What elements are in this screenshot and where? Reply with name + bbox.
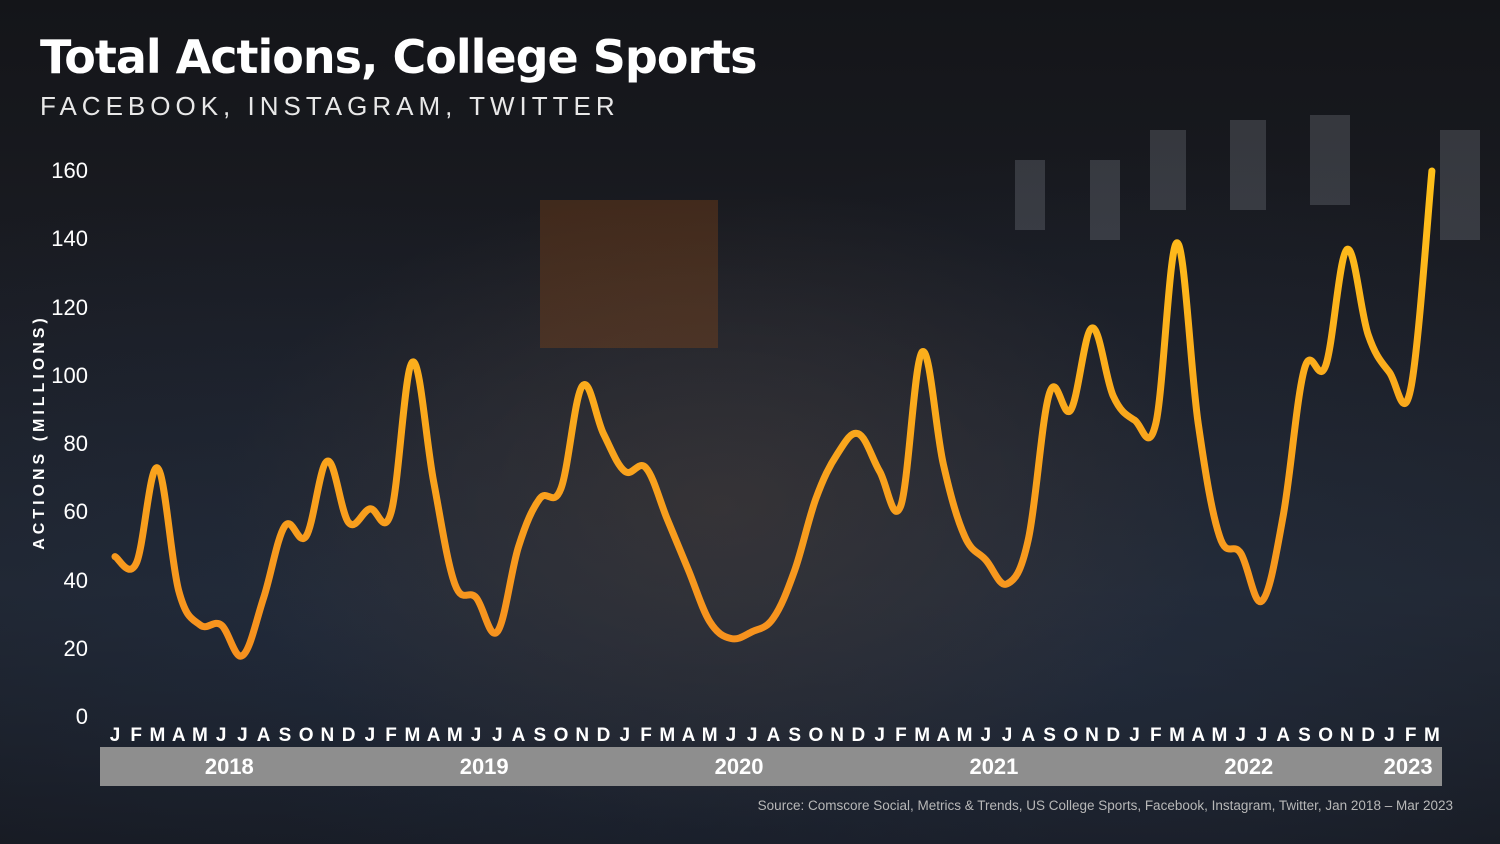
x-tick-label: O xyxy=(553,725,569,746)
x-tick-label: M xyxy=(701,725,718,746)
x-tick-label: D xyxy=(341,725,356,746)
x-tick-label: J xyxy=(725,725,737,746)
x-tick-label: A xyxy=(1021,725,1036,746)
x-tick-label: A xyxy=(256,725,271,746)
x-tick-label: J xyxy=(1129,725,1140,746)
x-tick-label: D xyxy=(851,725,866,746)
x-tick-label: A xyxy=(171,725,186,746)
x-tick-label: M xyxy=(404,725,421,746)
x-tick-label: D xyxy=(1361,725,1376,746)
y-tick-label: 140 xyxy=(51,226,88,252)
year-label: 2020 xyxy=(609,747,869,786)
x-tick-label: M xyxy=(1423,725,1440,746)
x-tick-label: A xyxy=(1191,725,1206,746)
x-tick-label: N xyxy=(830,725,845,746)
y-tick-label: 20 xyxy=(63,635,88,661)
series-line xyxy=(111,167,1436,660)
x-tick-label: J xyxy=(492,725,503,746)
x-tick-label: M xyxy=(659,725,676,746)
x-tick-label: J xyxy=(980,725,992,746)
x-tick-label: D xyxy=(1106,725,1121,746)
x-tick-label: J xyxy=(237,725,248,746)
x-tick-label: J xyxy=(470,725,482,746)
x-tick-label: O xyxy=(1063,725,1079,746)
y-tick-label: 0 xyxy=(75,704,88,729)
y-tick-label: 60 xyxy=(63,499,88,525)
x-tick-label: S xyxy=(1298,725,1311,746)
x-tick-label: A xyxy=(766,725,781,746)
x-tick-label: S xyxy=(278,725,292,746)
y-tick-label: 80 xyxy=(63,431,88,456)
x-tick-label: J xyxy=(1384,725,1395,746)
x-tick-label: J xyxy=(746,725,758,746)
x-tick-label: M xyxy=(956,725,973,746)
background-banner xyxy=(1440,130,1480,240)
x-tick-label: A xyxy=(1276,725,1291,746)
year-label: 2018 xyxy=(100,747,359,786)
year-label: 2022 xyxy=(1119,747,1379,786)
x-tick-label: O xyxy=(808,725,824,746)
x-tick-label: A xyxy=(936,725,951,746)
y-tick-label: 120 xyxy=(51,294,88,320)
background-banner xyxy=(1310,115,1350,205)
x-tick-label: M xyxy=(914,725,931,746)
background-banner xyxy=(1015,160,1045,230)
x-tick-label: J xyxy=(1235,725,1247,746)
x-tick-label: J xyxy=(619,725,631,746)
background-banner xyxy=(1150,130,1186,210)
x-tick-label: J xyxy=(1001,725,1013,746)
x-tick-label: M xyxy=(149,725,166,746)
y-tick-label: 100 xyxy=(51,362,88,388)
x-tick-label: A xyxy=(511,725,526,746)
year-label: 2021 xyxy=(864,747,1124,786)
x-tick-label: F xyxy=(1404,725,1417,746)
x-tick-label: J xyxy=(1256,725,1268,746)
x-tick-label: J xyxy=(215,725,227,746)
x-tick-label: S xyxy=(1043,725,1056,746)
x-tick-label: S xyxy=(788,725,802,746)
background-banner xyxy=(1230,120,1266,210)
y-tick-label: 160 xyxy=(51,158,88,183)
chart-subtitle: FACEBOOK, INSTAGRAM, TWITTER xyxy=(40,91,620,121)
year-label: 2019 xyxy=(354,747,614,786)
x-tick-label: A xyxy=(681,725,696,746)
x-tick-label: N xyxy=(320,725,335,746)
source-note: Source: Comscore Social, Metrics & Trend… xyxy=(757,798,1453,813)
background-banner xyxy=(1090,160,1120,240)
x-tick-label: F xyxy=(895,725,907,746)
x-tick-label: O xyxy=(298,725,314,746)
year-label: 2023 xyxy=(1374,747,1442,786)
x-tick-label: N xyxy=(1340,725,1354,746)
x-tick-label: M xyxy=(1211,725,1228,746)
x-tick-label: J xyxy=(364,725,376,746)
x-tick-label: A xyxy=(426,725,441,746)
x-tick-label: M xyxy=(1169,725,1185,746)
x-tick-label: M xyxy=(192,725,208,746)
x-tick-label: N xyxy=(575,725,590,746)
x-tick-label: S xyxy=(533,725,547,746)
x-tick-label: F xyxy=(385,725,397,746)
background-scoreboard xyxy=(540,200,718,348)
x-tick-label: F xyxy=(640,725,652,746)
x-tick-label: N xyxy=(1085,725,1099,746)
x-tick-label: J xyxy=(109,725,121,746)
x-tick-label: F xyxy=(130,725,143,746)
chart-title: Total Actions, College Sports xyxy=(40,30,757,84)
x-tick-label: D xyxy=(596,725,611,746)
x-tick-label: M xyxy=(446,725,463,746)
x-tick-label: O xyxy=(1318,725,1334,746)
x-tick-label: J xyxy=(874,725,885,746)
y-tick-label: 40 xyxy=(63,567,88,593)
x-tick-label: F xyxy=(1149,725,1162,746)
